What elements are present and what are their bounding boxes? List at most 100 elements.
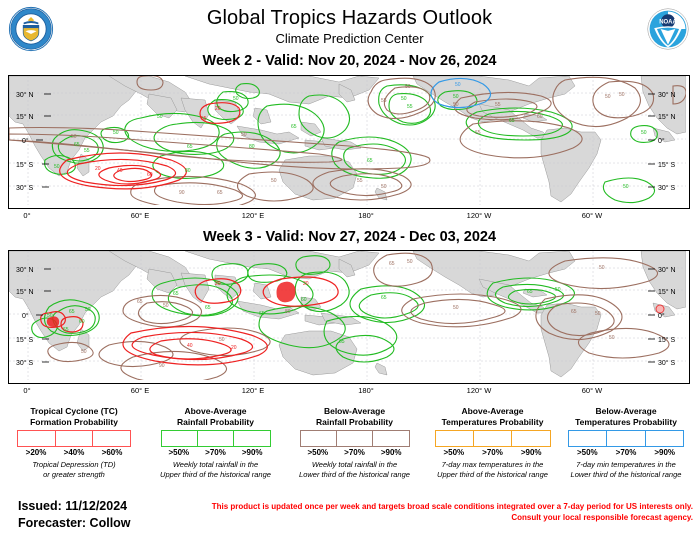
week3-map-panel[interactable]: 65 65 65 60 65 65 65 60 65 50 65 50 50 2… [8, 250, 690, 384]
legend-title-line1: Below-Average [323, 406, 386, 416]
department-of-commerce-seal-icon [8, 6, 54, 52]
legend-note-line1: Tropical Depression (TD) [32, 460, 116, 469]
svg-text:50: 50 [401, 96, 407, 102]
disclaimer-line2: Consult your local responsible forecast … [511, 512, 693, 522]
svg-text:50: 50 [219, 337, 225, 343]
svg-text:50: 50 [271, 178, 277, 184]
legend-swatch-above-average-temperatures [434, 430, 551, 447]
noaa-logo-icon: NOAA [645, 6, 691, 52]
svg-text:50: 50 [453, 305, 459, 311]
legend-above-average-rainfall: Above-Average Rainfall Probability >50% … [148, 406, 283, 479]
svg-text:65: 65 [74, 142, 80, 148]
disclaimer: This product is updated once per week an… [193, 502, 693, 523]
svg-text:50: 50 [555, 287, 561, 293]
legend-cell [435, 431, 474, 446]
svg-text:50: 50 [407, 259, 413, 265]
svg-text:55: 55 [201, 116, 207, 122]
page-header: Global Tropics Hazards Outlook Climate P… [0, 0, 699, 70]
svg-text:50: 50 [381, 184, 387, 190]
svg-text:65: 65 [509, 118, 515, 124]
x-tick: 60° E [130, 211, 150, 220]
svg-text:55: 55 [407, 104, 413, 110]
svg-text:50: 50 [453, 102, 459, 108]
legend-cell [645, 431, 683, 446]
x-tick: 180° [358, 211, 374, 220]
legend-note-line1: 7-day min temperatures in the [576, 460, 676, 469]
svg-text:40: 40 [117, 168, 123, 174]
svg-text:50: 50 [157, 114, 163, 120]
issued-date: Issued: 11/12/2024 [18, 499, 128, 513]
legend-title-line1: Below-Average [595, 406, 657, 416]
legend-title-line2: Rainfall Probability [177, 416, 254, 427]
legend-swatch-above-average-rainfall [160, 430, 271, 447]
legend-tick: >90% [380, 448, 402, 457]
svg-text:90: 90 [159, 363, 165, 369]
x-tick: 180° [358, 386, 374, 395]
svg-text:60: 60 [79, 319, 85, 325]
svg-text:60: 60 [147, 172, 153, 178]
svg-text:80: 80 [249, 144, 255, 150]
week2-map-panel[interactable]: 65 55 50 50 65 80 80 65 65 50 55 50 50 5… [8, 75, 690, 209]
legend-tick: >70% [482, 448, 503, 457]
svg-text:65: 65 [63, 327, 69, 333]
forecaster-name: Forecaster: Collow [18, 516, 131, 530]
legend-cell [300, 431, 337, 446]
legend-tick: >70% [205, 448, 226, 457]
issued-block: Issued: 11/12/2024 Forecaster: Collow [18, 498, 131, 532]
svg-text:50: 50 [81, 349, 87, 355]
svg-text:20: 20 [215, 281, 221, 287]
x-tick: 0° [23, 211, 31, 220]
svg-text:50: 50 [605, 94, 611, 100]
legend-ticks: >50% >70% >90% [568, 448, 684, 457]
legend-cell [197, 431, 235, 446]
legend-cell [373, 431, 409, 446]
svg-text:60: 60 [301, 297, 307, 303]
svg-text:65: 65 [137, 299, 143, 305]
legend-ticks: >20% >40% >60% [17, 448, 131, 457]
legend-cell [512, 431, 550, 446]
svg-text:20: 20 [231, 345, 237, 351]
legend-title-line1: Tropical Cyclone (TC) [30, 406, 118, 416]
legend-cell [336, 431, 374, 446]
legend-ticks: >50% >70% >90% [435, 448, 551, 457]
week2-x-axis: 0° 60° E 120° E 180° 120° W 60° W [8, 208, 688, 224]
legend-cell [93, 431, 131, 446]
svg-text:50: 50 [455, 82, 461, 88]
legend-tick: >60% [101, 448, 123, 457]
svg-text:50: 50 [405, 84, 411, 90]
legend-title-line1: Above-Average [461, 406, 524, 416]
x-tick: 120° E [241, 386, 265, 395]
legend-row: Tropical Cyclone (TC) Formation Probabil… [0, 406, 699, 488]
svg-text:55: 55 [381, 98, 387, 104]
svg-text:50: 50 [595, 311, 601, 317]
svg-text:65: 65 [339, 339, 345, 345]
legend-note-line2: or greater strength [43, 469, 105, 479]
legend-tick: >70% [615, 448, 637, 457]
svg-text:NOAA: NOAA [659, 19, 677, 25]
svg-text:50: 50 [85, 307, 91, 313]
svg-text:65: 65 [69, 309, 75, 315]
x-tick: 60° W [581, 211, 603, 220]
x-tick: 120° E [241, 211, 265, 220]
legend-tick: >90% [654, 448, 676, 457]
svg-text:65: 65 [475, 130, 481, 136]
svg-text:65: 65 [205, 305, 211, 311]
svg-text:50: 50 [641, 130, 647, 136]
legend-note-line2: Upper third of the historical range [437, 469, 548, 479]
svg-text:50: 50 [163, 303, 169, 309]
legend-title-line2: Temperatures Probability [441, 416, 544, 427]
svg-text:50: 50 [619, 92, 625, 98]
legend-swatch-below-average-temperatures [568, 430, 684, 447]
page-subtitle: Climate Prediction Center [275, 31, 424, 46]
svg-text:50: 50 [233, 96, 239, 102]
svg-text:50: 50 [47, 313, 53, 319]
svg-text:55: 55 [84, 148, 90, 154]
legend-note-line1: 7-day max temperatures in the [441, 460, 544, 469]
legend-cell [234, 431, 270, 446]
svg-text:60: 60 [537, 114, 543, 120]
disclaimer-line1: This product is updated once per week an… [211, 502, 693, 511]
svg-text:50: 50 [71, 134, 77, 140]
legend-tick: >90% [241, 448, 263, 457]
legend-note-line2: Upper third of the historical range [160, 469, 271, 479]
week3-x-axis: 0° 60° E 120° E 180° 120° W 60° W [8, 383, 688, 399]
